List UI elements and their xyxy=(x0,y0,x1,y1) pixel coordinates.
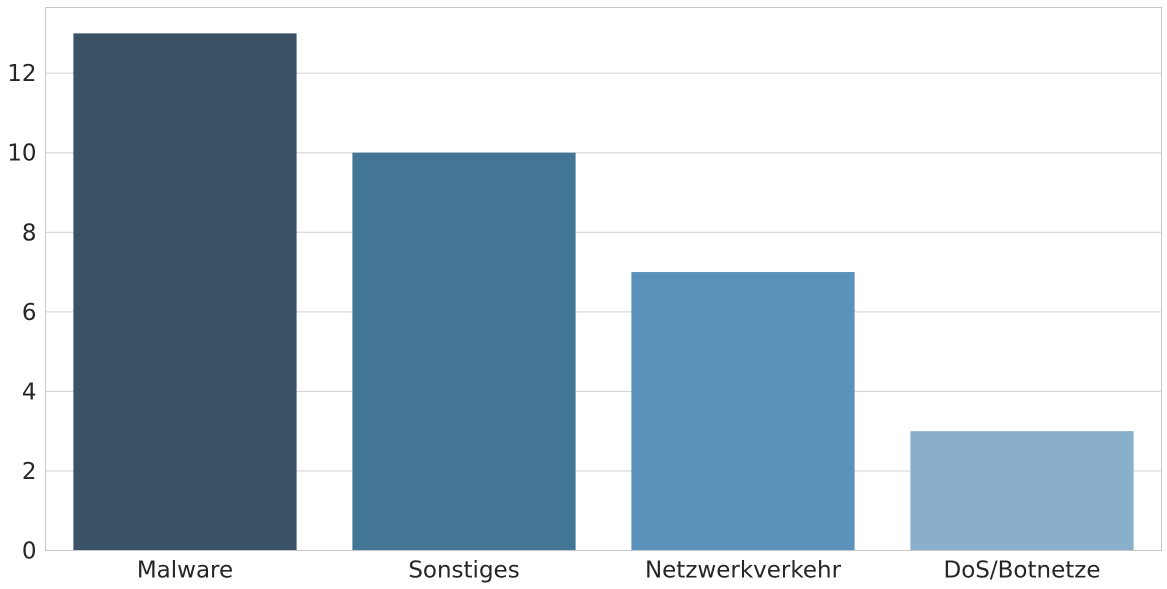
y-axis-ticks: 0 2 4 6 8 10 12 xyxy=(7,61,36,564)
y-tick-label: 6 xyxy=(22,300,37,326)
bar-dos-botnetze xyxy=(910,431,1134,551)
x-axis-ticks: Malware Sonstiges Netzwerkverkehr DoS/Botne… xyxy=(137,558,1101,584)
y-tick-label: 8 xyxy=(22,220,37,246)
x-tick-label: Netzwerkverkehr xyxy=(645,558,842,584)
bar-malware xyxy=(73,33,297,551)
y-tick-label: 12 xyxy=(7,61,36,87)
y-tick-label: 2 xyxy=(22,459,37,485)
x-tick-label: Malware xyxy=(137,558,233,584)
y-tick-label: 0 xyxy=(22,539,37,565)
bar-sonstiges xyxy=(352,152,576,551)
bars xyxy=(73,33,1134,551)
plot-frame xyxy=(45,7,1162,551)
x-tick-label: DoS/Botnetze xyxy=(944,558,1101,584)
y-tick-label: 4 xyxy=(22,379,37,405)
x-tick-label: Sonstiges xyxy=(408,558,519,584)
bar-netzwerkverkehr xyxy=(631,272,855,551)
y-tick-label: 10 xyxy=(7,141,36,167)
